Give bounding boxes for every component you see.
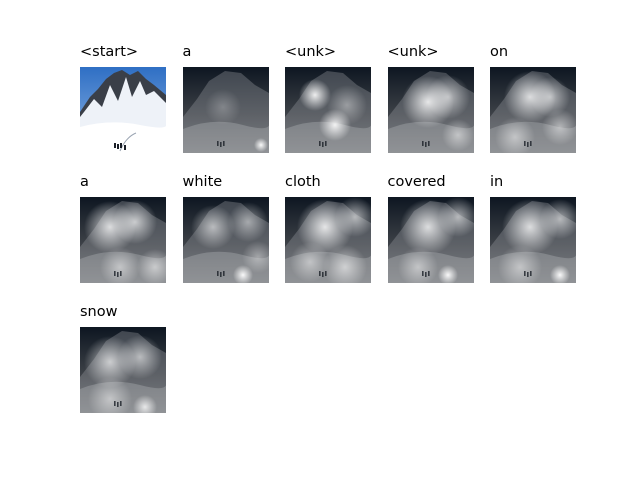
- panel-word: a: [182, 44, 192, 60]
- panel-word: <unk>: [285, 44, 337, 60]
- panel-image: [490, 197, 576, 283]
- panel-image: [285, 197, 371, 283]
- panel-image: [387, 67, 474, 153]
- panel-word: <unk>: [387, 44, 439, 60]
- panel-image: [182, 67, 269, 153]
- panel-image: [387, 197, 474, 283]
- panel-image: [285, 67, 371, 153]
- attention-map: [80, 327, 166, 413]
- panel-image: [80, 197, 166, 283]
- panel-image: [80, 67, 166, 153]
- attention-map: [490, 67, 576, 153]
- mountain-photo: [80, 67, 166, 153]
- panel-image: [80, 327, 166, 413]
- panel-word: snow: [80, 304, 118, 320]
- attention-map: [182, 197, 269, 283]
- panel-word: covered: [387, 174, 446, 190]
- panel-word: in: [490, 174, 504, 190]
- attention-map: [285, 67, 371, 153]
- panel-image: [490, 67, 576, 153]
- attention-map: [387, 67, 474, 153]
- attention-map: [490, 197, 576, 283]
- attention-map: [182, 67, 269, 153]
- panel-image: [182, 197, 269, 283]
- panel-word: cloth: [285, 174, 321, 190]
- panel-word: a: [80, 174, 89, 190]
- attention-map: [387, 197, 474, 283]
- panel-word: on: [490, 44, 509, 60]
- attention-map: [80, 197, 166, 283]
- attention-map: [285, 197, 371, 283]
- panel-word: <start>: [80, 44, 139, 60]
- panel-word: white: [182, 174, 223, 190]
